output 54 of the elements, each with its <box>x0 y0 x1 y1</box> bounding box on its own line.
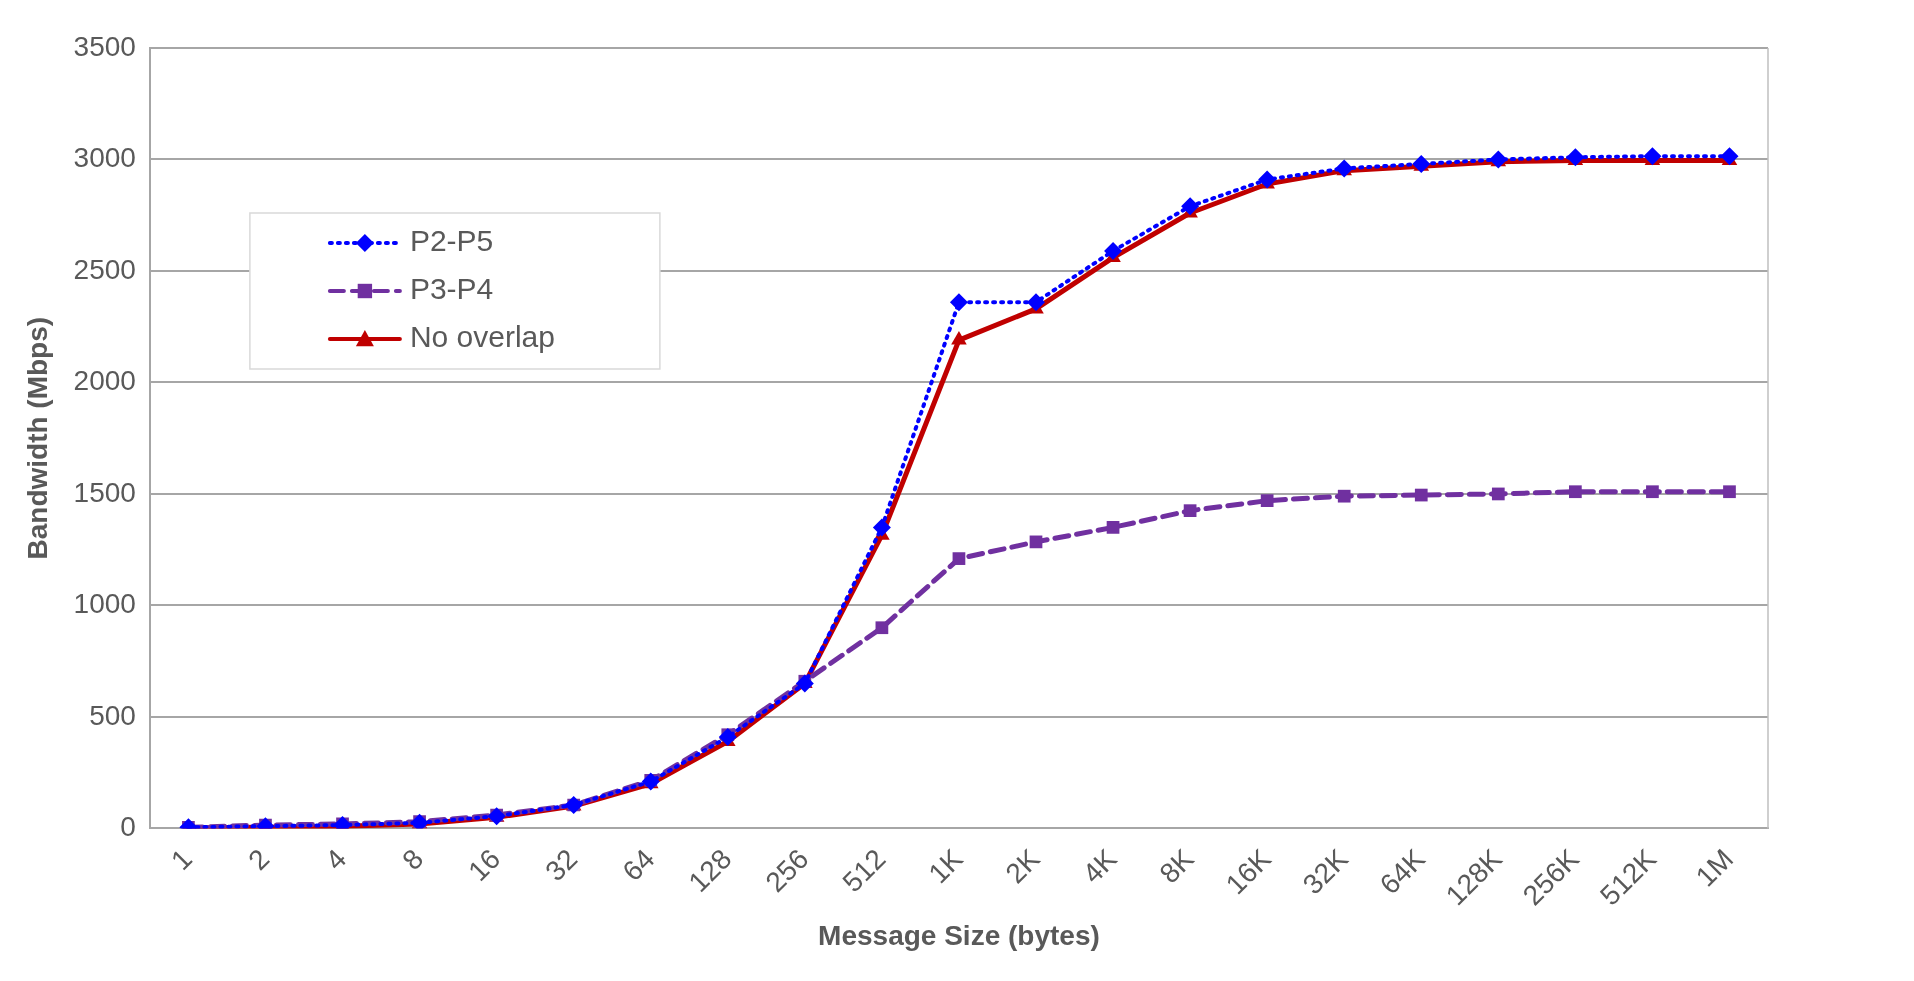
point <box>1258 170 1277 189</box>
point <box>1491 487 1505 501</box>
x-tick-label: 128 <box>682 843 738 899</box>
y-tick-label: 3500 <box>73 30 136 62</box>
x-axis-title: Message Size (bytes) <box>818 919 1100 951</box>
x-tick-label: 16 <box>462 843 507 888</box>
legend-label: P3-P4 <box>409 272 494 306</box>
y-tick-label: 1500 <box>73 476 136 508</box>
legend-label: P2-P5 <box>409 224 494 258</box>
x-tick-label: 4K <box>1076 842 1123 890</box>
point <box>875 621 889 635</box>
point <box>1027 293 1045 312</box>
x-tick-label: 2 <box>242 843 276 876</box>
point <box>487 807 506 826</box>
x-tick-label: 8 <box>396 843 430 876</box>
x-tick-label: 1 <box>165 843 199 876</box>
point <box>951 331 967 345</box>
x-tick-label: 4 <box>319 843 353 876</box>
point <box>1569 485 1582 499</box>
y-tick-label: 2000 <box>73 365 136 397</box>
legend-label: No overlap <box>409 320 555 354</box>
point <box>1183 504 1197 518</box>
point <box>952 552 966 565</box>
x-tick-label: 512 <box>836 843 892 899</box>
x-tick-label: 32K <box>1296 842 1355 901</box>
x-tick-label: 1M <box>1689 843 1740 893</box>
y-axis-title: Bandwidth (Mbps) <box>21 316 53 560</box>
y-tick-label: 500 <box>89 699 136 731</box>
y-tick-label: 0 <box>120 811 136 843</box>
x-tick-label: 8K <box>1153 842 1201 890</box>
x-tick-label: 1K <box>922 842 969 890</box>
point <box>949 293 968 312</box>
point <box>1720 147 1739 166</box>
y-tick-label: 2500 <box>73 253 136 285</box>
point <box>1106 521 1120 534</box>
point <box>795 674 814 693</box>
point <box>718 727 737 746</box>
x-tick-label: 64K <box>1373 842 1432 901</box>
y-tick-label: 1000 <box>73 588 136 620</box>
x-tick-label: 64 <box>616 843 661 888</box>
point <box>1104 241 1123 260</box>
y-tick-label: 3000 <box>73 142 136 174</box>
point <box>1337 489 1351 503</box>
x-tick-label: 2K <box>999 842 1046 890</box>
point <box>1181 197 1200 216</box>
point <box>1260 494 1274 507</box>
x-tick-label: 32 <box>539 843 584 888</box>
point <box>1723 485 1736 499</box>
point <box>1414 488 1428 502</box>
point <box>872 518 891 537</box>
point <box>1646 485 1659 499</box>
x-tick-label: 16K <box>1219 842 1278 901</box>
x-tick-label: 256 <box>759 843 815 899</box>
point <box>1643 147 1662 166</box>
